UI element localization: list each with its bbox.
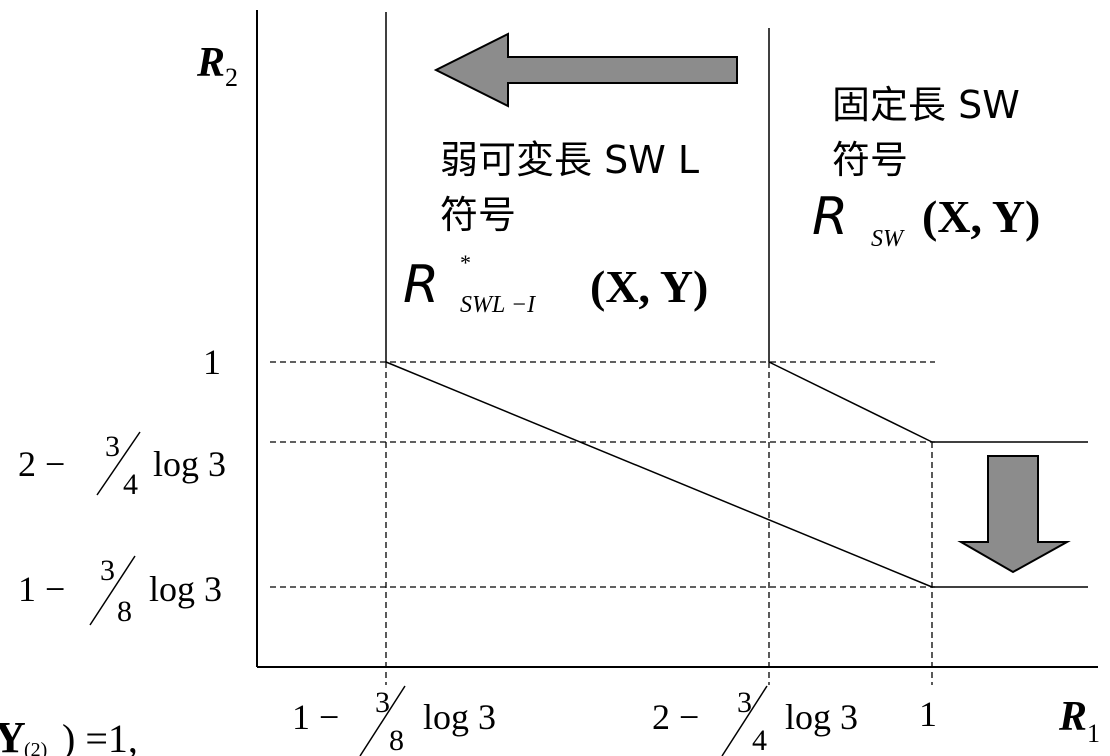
svg-text:(X, Y): (X, Y) xyxy=(922,191,1040,242)
fixed-region-label-line1: 固定長 SW xyxy=(832,83,1020,127)
y-tick-one: 1 xyxy=(203,342,221,382)
y-tick-one-minus: 1 − 3 8 log 3 xyxy=(18,554,222,628)
svg-text:log 3: log 3 xyxy=(785,697,858,737)
svg-text:8: 8 xyxy=(117,595,132,628)
svg-text:2 −: 2 − xyxy=(18,444,65,484)
svg-text:3: 3 xyxy=(737,686,752,719)
svg-text:1 −: 1 − xyxy=(18,569,65,609)
svg-text:(2): (2) xyxy=(24,739,47,756)
svg-text:4: 4 xyxy=(123,468,138,501)
svg-text:3: 3 xyxy=(100,554,115,587)
svg-text:SW: SW xyxy=(871,226,905,252)
svg-text:3: 3 xyxy=(375,686,390,719)
x-tick-one-minus: 1 − 3 8 log 3 xyxy=(292,685,496,756)
svg-text:4: 4 xyxy=(752,724,767,756)
x-tick-two-minus: 2 − 3 4 log 3 xyxy=(652,685,858,756)
svg-text:R: R xyxy=(812,187,848,247)
x-axis-label: R1 xyxy=(1058,694,1100,748)
svg-text:*: * xyxy=(460,250,471,275)
svg-text:3: 3 xyxy=(105,430,120,463)
svg-text:R: R xyxy=(403,255,439,315)
svg-text:log 3: log 3 xyxy=(149,569,222,609)
y-axis-label: R2 xyxy=(196,40,238,92)
svg-text:2 −: 2 − xyxy=(652,697,699,737)
svg-text:8: 8 xyxy=(389,724,404,756)
fixed-region-formula: R SW (X, Y) xyxy=(812,187,1040,252)
down-arrow xyxy=(957,455,1071,574)
y-tick-two-minus: 2 − 3 4 log 3 xyxy=(18,430,226,501)
x-tick-one: 1 xyxy=(919,694,937,734)
svg-text:Y: Y xyxy=(0,713,26,756)
svg-text:1 −: 1 − xyxy=(292,697,339,737)
weak-region-label-line1: 弱可変長 SW L xyxy=(440,138,699,182)
svg-text:(X, Y): (X, Y) xyxy=(590,261,708,312)
fixed-region-diagonal xyxy=(768,361,933,443)
weak-region-label-line2: 符号 xyxy=(440,193,516,237)
weak-region-formula: R * SWL −I (X, Y) xyxy=(403,250,708,318)
svg-text:SWL −I: SWL −I xyxy=(460,292,536,318)
svg-text:) =1,: ) =1, xyxy=(62,716,138,756)
corner-formula-fragment: Y (2) ) =1, xyxy=(0,713,138,756)
fixed-region-label-line2: 符号 xyxy=(832,138,908,182)
left-arrow xyxy=(433,32,738,108)
weak-region-diagonal xyxy=(385,361,933,588)
svg-text:log 3: log 3 xyxy=(153,444,226,484)
svg-text:log 3: log 3 xyxy=(423,697,496,737)
